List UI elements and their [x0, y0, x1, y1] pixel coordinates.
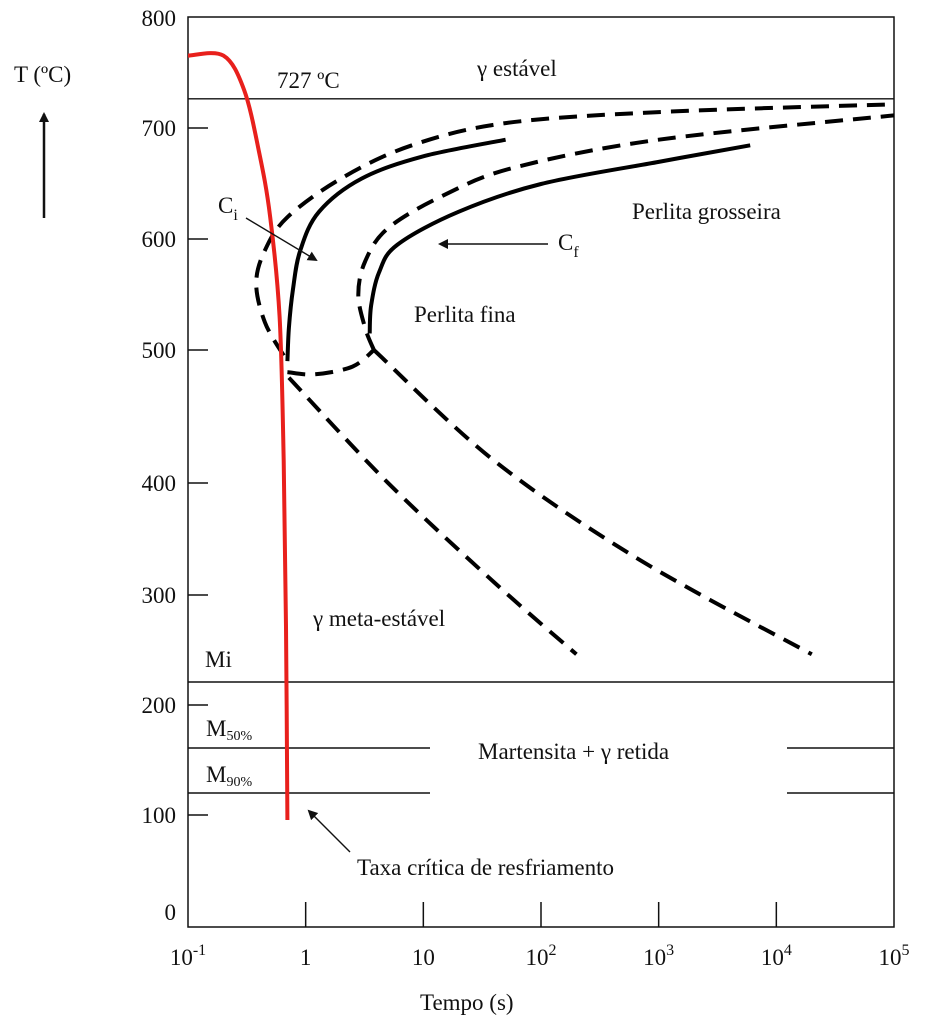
- y-tick-label: 300: [142, 583, 177, 608]
- curve-dashed-3: [287, 348, 376, 377]
- x-tick-label: 1: [300, 945, 312, 970]
- label-m50: M50%: [206, 716, 252, 744]
- curve-taxa-cr-tica-de-resfriamento: [187, 51, 290, 821]
- y-tick-label: 100: [142, 803, 177, 828]
- label-cf: Cf: [558, 230, 579, 261]
- y-tick-label: 600: [142, 227, 177, 252]
- y-axis-ticks: 800 700 600 500 400 300 200 100 0: [142, 6, 208, 925]
- label-perlita-fina: Perlita fina: [414, 302, 516, 327]
- x-axis-label: Tempo (s): [420, 990, 514, 1015]
- y-tick-label: 800: [142, 6, 177, 31]
- y-tick-label: 500: [142, 338, 177, 363]
- label-martensita: Martensita + γ retida: [478, 739, 669, 764]
- curve-dashed-4: [356, 113, 895, 351]
- arrow-ci: [245, 217, 318, 262]
- label-perlita-grosseira: Perlita grosseira: [632, 199, 781, 224]
- label-m50-sub: 50%: [226, 729, 252, 744]
- label-ci: Ci: [218, 193, 238, 224]
- y-tick-label: 200: [142, 693, 177, 718]
- curve-dashed-2: [254, 102, 895, 357]
- label-gamma-stable: γ estável: [476, 56, 557, 81]
- label-taxa: Taxa crítica de resfriamento: [357, 855, 614, 880]
- x-tick-label: 105: [879, 942, 910, 970]
- arrow-taxa: [307, 809, 351, 853]
- label-m50-base: M: [206, 716, 226, 741]
- label-ci-base: C: [218, 193, 233, 218]
- label-ci-sub: i: [233, 207, 238, 224]
- y-tick-label: 0: [165, 900, 177, 925]
- label-cf-base: C: [558, 230, 573, 255]
- label-m90-base: M: [206, 762, 226, 787]
- label-m90-sub: 90%: [226, 775, 252, 790]
- label-cf-sub: f: [573, 244, 579, 261]
- x-axis-ticks: 10-1 1 10 102 103 104 105: [170, 902, 910, 970]
- x-tick-label: 10-1: [170, 942, 206, 970]
- y-tick-label: 700: [142, 116, 177, 141]
- plot-frame: [187, 16, 895, 928]
- x-tick-label: 102: [526, 942, 557, 970]
- x-tick-label: 103: [643, 942, 674, 970]
- curve-cf: [367, 143, 751, 334]
- curve-dashed-6: [372, 348, 813, 657]
- label-gamma-meta: γ meta-estável: [312, 606, 445, 631]
- label-m90: M90%: [206, 762, 252, 790]
- curve-ci: [285, 137, 507, 362]
- curve-dashed-5: [287, 376, 578, 656]
- label-mi: Mi: [205, 647, 232, 672]
- y-tick-label: 400: [142, 471, 177, 496]
- reference-lines: [188, 98, 894, 794]
- x-tick-label: 10: [412, 945, 435, 970]
- y-axis-label: T (ºC): [14, 62, 71, 87]
- x-tick-label: 104: [761, 942, 792, 970]
- transformation-curves: [187, 51, 895, 821]
- label-727: 727 ºC: [277, 68, 340, 93]
